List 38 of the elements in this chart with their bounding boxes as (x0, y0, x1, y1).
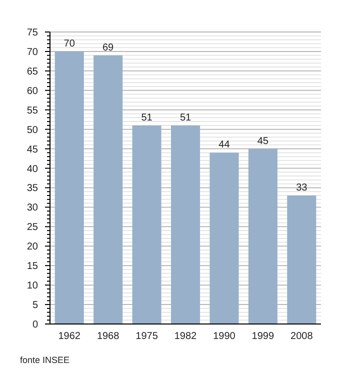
bar (287, 196, 316, 324)
data-label: 51 (141, 112, 153, 124)
y-tick-label: 40 (26, 164, 38, 175)
data-label: 44 (218, 140, 230, 151)
y-tick-label: 0 (32, 320, 38, 330)
x-tick-label: 1990 (213, 331, 236, 342)
y-tick-label: 45 (26, 144, 38, 156)
y-tick-label: 55 (26, 105, 38, 116)
bar (54, 51, 84, 324)
y-tick-label: 65 (26, 66, 38, 78)
y-tick-label: 35 (26, 183, 38, 194)
data-label: 45 (257, 136, 269, 147)
x-tick-label: 1962 (58, 331, 81, 342)
bar (170, 125, 200, 324)
data-label: 70 (64, 38, 76, 50)
data-label: 33 (296, 182, 308, 194)
y-tick-label: 5 (32, 300, 38, 312)
y-tick-label: 10 (26, 280, 38, 292)
data-label: 69 (102, 42, 114, 54)
y-tick-label: 75 (26, 28, 38, 38)
x-tick-label: 1975 (136, 331, 158, 342)
x-tick-label: 1968 (96, 331, 120, 342)
y-tick-label: 30 (26, 202, 38, 214)
x-tick-label: 2008 (290, 331, 314, 342)
bar (94, 55, 123, 324)
source-note: fonte INSEE (20, 355, 70, 365)
bar (210, 152, 239, 324)
y-tick-label: 25 (26, 222, 38, 234)
x-tick-label: 1982 (174, 331, 198, 342)
x-tick-label: 1999 (252, 331, 274, 342)
y-tick-label: 15 (26, 261, 38, 272)
y-tick-label: 50 (26, 124, 38, 136)
bar (248, 148, 278, 324)
y-tick-label: 70 (26, 46, 38, 58)
bar (132, 125, 162, 324)
y-tick-label: 60 (26, 86, 38, 97)
data-label: 51 (180, 112, 192, 124)
y-tick-label: 20 (26, 242, 38, 253)
